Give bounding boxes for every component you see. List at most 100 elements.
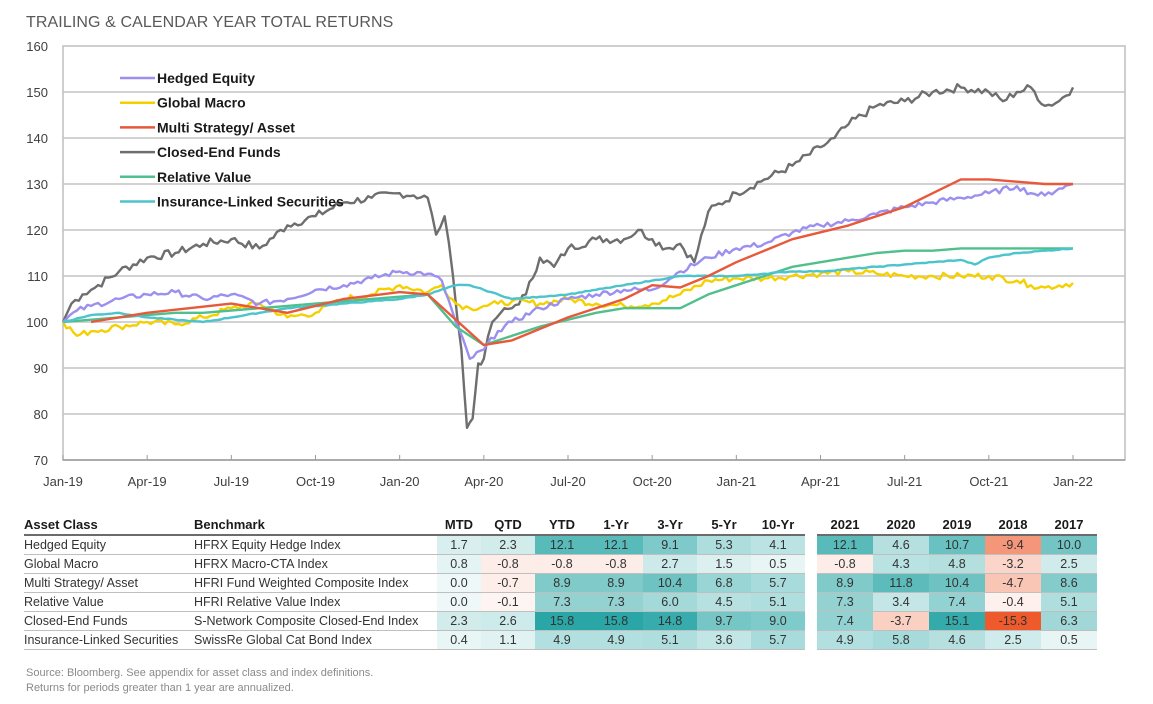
calendar-return-cell: -0.8 bbox=[817, 554, 873, 574]
trailing-return-cell: 9.0 bbox=[751, 611, 805, 631]
y-tick-label: 80 bbox=[34, 407, 48, 422]
column-gap bbox=[805, 555, 817, 574]
y-tick-label: 160 bbox=[26, 39, 48, 54]
asset-class-cell: Closed-End Funds bbox=[24, 611, 194, 631]
trailing-return-cell: 2.6 bbox=[481, 611, 535, 631]
calendar-return-cell: 4.3 bbox=[873, 554, 929, 574]
benchmark-cell: S-Network Composite Closed-End Index bbox=[194, 611, 437, 631]
legend-label: Insurance-Linked Securities bbox=[157, 194, 344, 210]
calendar-return-cell: 2.5 bbox=[1041, 554, 1097, 574]
column-gap bbox=[805, 631, 817, 650]
calendar-return-cell: 7.3 bbox=[817, 592, 873, 612]
trailing-return-cell: 0.0 bbox=[437, 592, 481, 612]
trailing-return-cell: 5.1 bbox=[643, 630, 697, 650]
calendar-return-cell: 4.6 bbox=[929, 630, 985, 650]
benchmark-cell: HFRX Equity Hedge Index bbox=[194, 535, 437, 555]
y-tick-label: 110 bbox=[27, 269, 48, 284]
trailing-return-cell: 3.6 bbox=[697, 630, 751, 650]
chart-title: TRAILING & CALENDAR YEAR TOTAL RETURNS bbox=[26, 14, 394, 31]
calendar-return-cell: 0.5 bbox=[1041, 630, 1097, 650]
y-tick-label: 90 bbox=[34, 361, 48, 376]
trailing-return-cell: 5.7 bbox=[751, 630, 805, 650]
legend: Hedged Equity Global Macro Multi Strategy/… bbox=[120, 70, 344, 210]
calendar-return-cell: -3.2 bbox=[985, 554, 1041, 574]
trailing-return-cell: 8.9 bbox=[589, 573, 643, 593]
x-tick-label: Jul-20 bbox=[550, 474, 585, 489]
column-gap bbox=[805, 593, 817, 612]
benchmark-cell: SwissRe Global Cat Bond Index bbox=[194, 630, 437, 650]
footnotes: Source: Bloomberg. See appendix for asse… bbox=[26, 666, 373, 696]
calendar-return-cell: -9.4 bbox=[985, 535, 1041, 555]
header-10yr: 10-Yr bbox=[751, 515, 805, 536]
trailing-return-cell: 2.3 bbox=[437, 611, 481, 631]
calendar-return-cell: 2.5 bbox=[985, 630, 1041, 650]
trailing-return-cell: -0.7 bbox=[481, 573, 535, 593]
gridlines bbox=[62, 45, 1126, 461]
column-gap bbox=[805, 535, 817, 555]
calendar-return-cell: 7.4 bbox=[929, 592, 985, 612]
trailing-return-cell: 0.4 bbox=[437, 630, 481, 650]
table-row: Closed-End Funds S-Network Composite Clos… bbox=[24, 611, 1097, 631]
line-chart: 70 80 90 100 110 120 130 140 150 160 Jan-19 Apr-19 J… bbox=[26, 39, 1126, 489]
footnote-source: Source: Bloomberg. See appendix for asse… bbox=[26, 667, 374, 679]
header-2018: 2018 bbox=[985, 515, 1041, 536]
x-tick-label: Jul-21 bbox=[887, 474, 922, 489]
benchmark-cell: HFRX Macro-CTA Index bbox=[194, 554, 437, 574]
calendar-return-cell: 15.1 bbox=[929, 611, 985, 631]
trailing-return-cell: 14.8 bbox=[643, 611, 697, 631]
trailing-return-cell: 7.3 bbox=[589, 592, 643, 612]
trailing-return-cell: 2.3 bbox=[481, 535, 535, 555]
column-gap bbox=[805, 515, 817, 535]
trailing-return-cell: 0.5 bbox=[751, 554, 805, 574]
x-tick-label: Apr-21 bbox=[801, 474, 840, 489]
trailing-return-cell: 4.5 bbox=[697, 592, 751, 612]
series-line-insurance-linked-securities bbox=[62, 247, 1074, 324]
calendar-return-cell: 10.0 bbox=[1041, 535, 1097, 555]
legend-label: Multi Strategy/ Asset bbox=[157, 119, 295, 135]
table-body: Hedged Equity HFRX Equity Hedge Index 1.7 2… bbox=[24, 535, 1097, 650]
header-3yr: 3-Yr bbox=[643, 515, 697, 536]
header-2019: 2019 bbox=[929, 515, 985, 536]
header-2021: 2021 bbox=[817, 515, 873, 536]
asset-class-cell: Multi Strategy/ Asset bbox=[24, 573, 194, 593]
calendar-return-cell: 7.4 bbox=[817, 611, 873, 631]
asset-class-cell: Hedged Equity bbox=[24, 535, 194, 555]
x-tick-label: Jan-19 bbox=[43, 474, 83, 489]
benchmark-cell: HFRI Relative Value Index bbox=[194, 592, 437, 612]
calendar-return-cell: -15.3 bbox=[985, 611, 1041, 631]
calendar-return-cell: 8.9 bbox=[817, 573, 873, 593]
trailing-return-cell: 12.1 bbox=[589, 535, 643, 555]
x-tick-label: Jan-21 bbox=[716, 474, 756, 489]
trailing-return-cell: 0.0 bbox=[437, 573, 481, 593]
trailing-return-cell: -0.8 bbox=[589, 554, 643, 574]
x-tick-label: Jan-22 bbox=[1053, 474, 1093, 489]
calendar-return-cell: 10.7 bbox=[929, 535, 985, 555]
calendar-return-cell: 4.6 bbox=[873, 535, 929, 555]
series-line-relative-value bbox=[62, 247, 1073, 347]
calendar-return-cell: 8.6 bbox=[1041, 573, 1097, 593]
calendar-return-cell: 5.8 bbox=[873, 630, 929, 650]
header-benchmark: Benchmark bbox=[194, 515, 437, 536]
header-qtd: QTD bbox=[481, 515, 535, 536]
trailing-return-cell: 5.7 bbox=[751, 573, 805, 593]
calendar-return-cell: 11.8 bbox=[873, 573, 929, 593]
table-row: Insurance-Linked Securities SwissRe Globa… bbox=[24, 630, 1097, 650]
y-tick-label: 140 bbox=[26, 131, 48, 146]
x-tick-label: Jul-19 bbox=[214, 474, 249, 489]
table-header-row: Asset Class Benchmark MTD QTD YTD 1-Yr 3… bbox=[24, 515, 1097, 536]
x-tick-label: Apr-20 bbox=[464, 474, 503, 489]
table-row: Relative Value HFRI Relative Value Index 0… bbox=[24, 592, 1097, 612]
legend-label: Relative Value bbox=[157, 169, 251, 185]
calendar-return-cell: 3.4 bbox=[873, 592, 929, 612]
axes: 70 80 90 100 110 120 130 140 150 160 Jan-19 Apr-19 J… bbox=[26, 39, 1125, 489]
trailing-return-cell: 5.1 bbox=[751, 592, 805, 612]
y-tick-label: 100 bbox=[26, 315, 48, 330]
calendar-return-cell: 4.9 bbox=[817, 630, 873, 650]
calendar-return-cell: 4.8 bbox=[929, 554, 985, 574]
legend-label: Hedged Equity bbox=[157, 70, 255, 86]
trailing-return-cell: 1.5 bbox=[697, 554, 751, 574]
x-tick-label: Oct-20 bbox=[633, 474, 672, 489]
table-row: Global Macro HFRX Macro-CTA Index 0.8 -0.8-… bbox=[24, 554, 1097, 574]
series-line-multi-strategy-asset bbox=[90, 178, 1073, 347]
x-tick-label: Oct-21 bbox=[969, 474, 1008, 489]
